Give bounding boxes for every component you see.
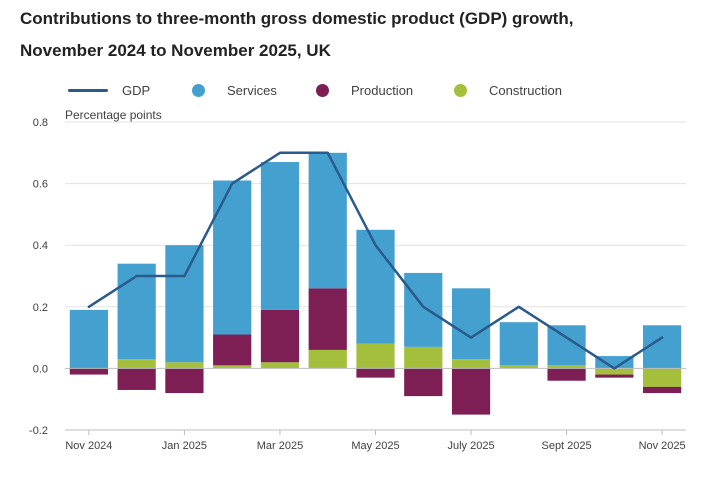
bar-services bbox=[308, 152, 347, 289]
bar-construction bbox=[595, 368, 634, 375]
bar-construction bbox=[260, 362, 300, 369]
legend-swatch-gdp bbox=[68, 88, 108, 92]
x-tick-label: Jan 2025 bbox=[162, 440, 207, 452]
legend-item-production[interactable]: Production bbox=[316, 80, 413, 100]
bar-construction bbox=[356, 343, 395, 369]
bar-construction bbox=[451, 359, 491, 369]
chart-title-line-2: November 2024 to November 2025, UK bbox=[20, 41, 331, 60]
bar-services bbox=[117, 263, 156, 360]
x-tick-label: Nov 2024 bbox=[65, 440, 112, 452]
y-tick-label: -0.2 bbox=[29, 425, 48, 437]
x-axis-tick-labels: Nov 2024 Jan 2025 Mar 2025 May 2025 July 202… bbox=[65, 430, 686, 452]
y-tick-label: 0.8 bbox=[33, 117, 48, 129]
chart-title-line-1: Contributions to three-month gross domes… bbox=[20, 9, 574, 28]
bar-production bbox=[69, 368, 108, 375]
legend-swatch-construction bbox=[454, 83, 467, 97]
y-tick-label: 0.6 bbox=[33, 179, 48, 191]
bar-services bbox=[213, 180, 252, 335]
y-tick-label: 0.0 bbox=[33, 363, 48, 375]
legend-item-gdp[interactable]: GDP bbox=[68, 80, 150, 100]
legend-swatch-services bbox=[192, 83, 205, 97]
bar-construction bbox=[404, 346, 443, 369]
bar-production bbox=[165, 368, 204, 394]
bar-construction bbox=[165, 362, 204, 369]
gdp-line bbox=[87, 151, 664, 370]
x-tick-label: July 2025 bbox=[447, 440, 494, 452]
bar-services bbox=[260, 162, 300, 310]
x-tick-label: May 2025 bbox=[351, 440, 399, 452]
bar-services bbox=[499, 322, 538, 366]
x-tick-label: Mar 2025 bbox=[257, 440, 303, 452]
bar-production bbox=[547, 368, 586, 381]
bar-production bbox=[356, 368, 395, 378]
legend-label-construction: Construction bbox=[489, 82, 562, 98]
bar-production bbox=[117, 368, 156, 390]
bar-construction bbox=[643, 368, 682, 387]
bar-production bbox=[595, 374, 634, 378]
bar-services bbox=[404, 272, 443, 347]
bar-services bbox=[69, 309, 108, 369]
bar-production bbox=[451, 368, 491, 415]
legend-item-services[interactable]: Services bbox=[192, 80, 277, 100]
bar-construction bbox=[308, 349, 347, 369]
bar-services bbox=[451, 288, 491, 360]
y-tick-label: 0.4 bbox=[33, 240, 48, 252]
bar-construction bbox=[213, 365, 252, 369]
bar-construction bbox=[117, 359, 156, 369]
bar-production bbox=[404, 368, 443, 397]
y-axis-tick-labels: -0.2 0.0 0.2 0.4 0.6 0.8 bbox=[29, 117, 48, 437]
y-tick-label: 0.2 bbox=[33, 302, 48, 314]
stacked-bars bbox=[69, 152, 682, 415]
bar-production bbox=[643, 386, 682, 394]
bar-services bbox=[356, 229, 395, 344]
legend-swatch-production bbox=[316, 83, 329, 97]
bar-services bbox=[595, 356, 634, 369]
x-tick-label: Sept 2025 bbox=[541, 440, 591, 452]
bar-services bbox=[165, 245, 204, 363]
legend-label-services: Services bbox=[227, 82, 277, 98]
bar-construction bbox=[547, 365, 586, 369]
gdp-line-layer bbox=[87, 151, 664, 370]
bar-production bbox=[213, 334, 252, 366]
x-tick-label: Nov 2025 bbox=[639, 440, 686, 452]
legend-label-gdp: GDP bbox=[122, 82, 151, 98]
bar-production bbox=[308, 288, 347, 350]
legend-item-construction[interactable]: Construction bbox=[454, 80, 562, 100]
bar-construction bbox=[499, 365, 538, 369]
legend-label-production: Production bbox=[351, 82, 414, 98]
y-axis-unit-label: Percentage points bbox=[65, 108, 162, 122]
bar-production bbox=[260, 309, 300, 363]
